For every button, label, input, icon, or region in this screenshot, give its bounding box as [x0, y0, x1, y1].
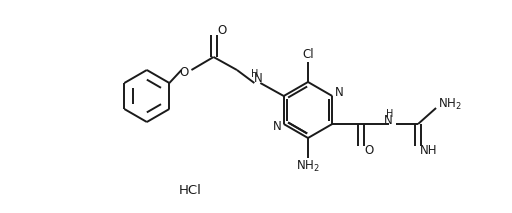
Text: Cl: Cl — [302, 47, 314, 60]
Text: N: N — [254, 72, 263, 85]
Text: N: N — [272, 121, 281, 134]
Text: NH: NH — [420, 144, 438, 157]
Text: O: O — [180, 66, 189, 79]
Text: NH$_2$: NH$_2$ — [438, 96, 462, 112]
Text: H: H — [251, 69, 258, 79]
Text: H: H — [386, 109, 393, 119]
Text: NH$_2$: NH$_2$ — [296, 158, 320, 174]
Text: N: N — [335, 86, 344, 99]
Text: HCl: HCl — [179, 184, 201, 197]
Text: N: N — [384, 114, 393, 127]
Text: O: O — [217, 23, 226, 36]
Text: O: O — [364, 144, 373, 157]
